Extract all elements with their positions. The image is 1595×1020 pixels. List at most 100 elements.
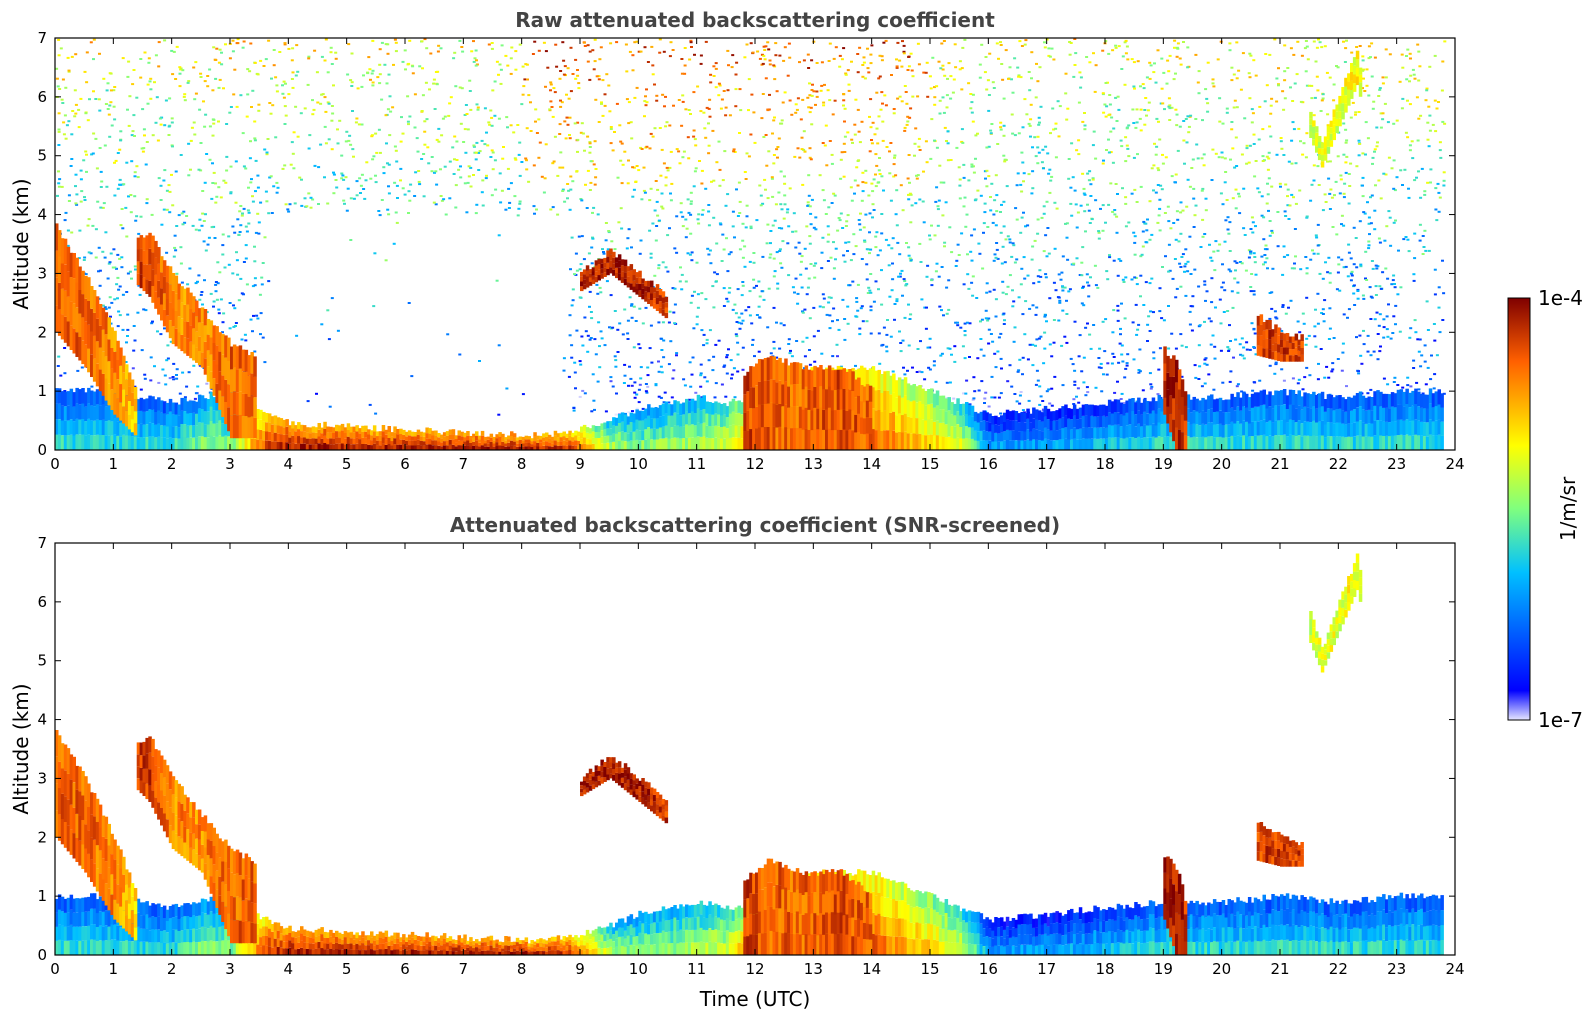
noise-speck <box>1282 245 1286 248</box>
noise-speck <box>223 266 227 269</box>
noise-speck <box>175 377 179 380</box>
noise-speck <box>370 72 374 75</box>
layer-cell <box>87 387 91 404</box>
noise-speck <box>875 231 879 234</box>
noise-speck <box>773 116 776 119</box>
noise-speck <box>436 50 440 53</box>
noise-speck <box>714 382 718 385</box>
noise-speck <box>896 41 900 44</box>
noise-speck <box>964 392 968 395</box>
noise-speck <box>843 260 847 263</box>
noise-speck <box>134 219 138 222</box>
noise-speck <box>891 262 894 265</box>
layer-cell <box>200 395 205 409</box>
noise-speck <box>946 142 950 145</box>
noise-speck <box>130 160 134 163</box>
noise-speck <box>1339 174 1343 177</box>
noise-speck <box>1210 179 1214 181</box>
noise-speck <box>115 267 118 270</box>
noise-speck <box>240 214 244 217</box>
noise-speck <box>284 82 287 85</box>
noise-speck <box>714 67 718 70</box>
noise-speck <box>261 262 265 264</box>
noise-speck <box>1094 157 1098 160</box>
noise-speck <box>782 324 786 327</box>
noise-speck <box>159 184 163 187</box>
noise-speck <box>708 98 712 101</box>
noise-speck <box>1321 209 1325 212</box>
noise-speck <box>971 275 975 278</box>
noise-speck <box>1286 254 1290 257</box>
noise-speck <box>710 180 713 183</box>
noise-speck <box>458 86 462 89</box>
noise-speck <box>808 349 811 351</box>
noise-speck <box>1248 144 1252 147</box>
noise-speck <box>551 206 555 209</box>
noise-speck <box>1125 45 1129 48</box>
noise-speck <box>1170 106 1174 109</box>
noise-speck <box>880 59 884 62</box>
noise-speck <box>1022 211 1025 214</box>
noise-speck <box>338 119 342 122</box>
noise-speck <box>986 79 990 82</box>
layer-cell <box>291 435 295 443</box>
noise-speck <box>662 401 666 404</box>
noise-speck <box>1362 329 1365 332</box>
noise-speck <box>162 208 166 211</box>
noise-speck <box>888 295 892 298</box>
noise-speck <box>566 183 570 185</box>
noise-speck <box>267 212 271 215</box>
noise-speck <box>278 51 282 53</box>
noise-speck <box>282 96 286 99</box>
noise-speck <box>1138 117 1142 120</box>
noise-speck <box>692 91 696 94</box>
noise-speck <box>109 252 113 255</box>
noise-speck <box>231 272 235 275</box>
noise-speck <box>1157 214 1161 217</box>
noise-speck <box>1236 291 1240 294</box>
noise-speck <box>1044 234 1048 237</box>
noise-speck <box>239 277 243 280</box>
noise-speck <box>886 319 889 321</box>
noise-speck <box>1039 105 1043 108</box>
noise-speck <box>1094 284 1098 287</box>
noise-speck <box>374 412 378 415</box>
layer-cell <box>162 425 167 438</box>
noise-speck <box>884 104 888 107</box>
noise-speck <box>1174 296 1178 299</box>
noise-speck <box>1069 186 1073 189</box>
noise-speck <box>192 121 196 124</box>
noise-speck <box>704 187 708 190</box>
noise-speck <box>668 124 672 127</box>
noise-speck <box>772 275 776 278</box>
noise-speck <box>1049 132 1052 135</box>
noise-speck <box>734 312 738 315</box>
noise-speck <box>1245 144 1249 147</box>
noise-speck <box>601 114 605 117</box>
noise-speck <box>1162 71 1166 74</box>
noise-speck <box>1211 82 1215 85</box>
noise-speck <box>722 90 726 92</box>
noise-speck <box>986 226 990 228</box>
noise-speck <box>1005 185 1009 188</box>
noise-speck <box>1203 233 1207 235</box>
noise-speck <box>290 141 294 144</box>
noise-speck <box>1139 274 1143 277</box>
noise-speck <box>903 129 907 132</box>
noise-speck <box>799 273 803 276</box>
noise-speck <box>780 119 784 122</box>
noise-speck <box>1385 328 1389 331</box>
noise-speck <box>470 50 474 53</box>
noise-speck <box>126 328 130 331</box>
noise-speck <box>1252 328 1256 331</box>
noise-speck <box>660 371 664 374</box>
layer-cell <box>294 431 298 438</box>
layer-cell <box>69 404 74 420</box>
noise-speck <box>586 60 590 63</box>
noise-speck <box>1324 261 1327 264</box>
layer-cell <box>256 419 260 430</box>
noise-speck <box>348 134 352 137</box>
noise-speck <box>788 352 792 355</box>
noise-speck <box>725 354 729 356</box>
noise-speck <box>1119 139 1123 142</box>
